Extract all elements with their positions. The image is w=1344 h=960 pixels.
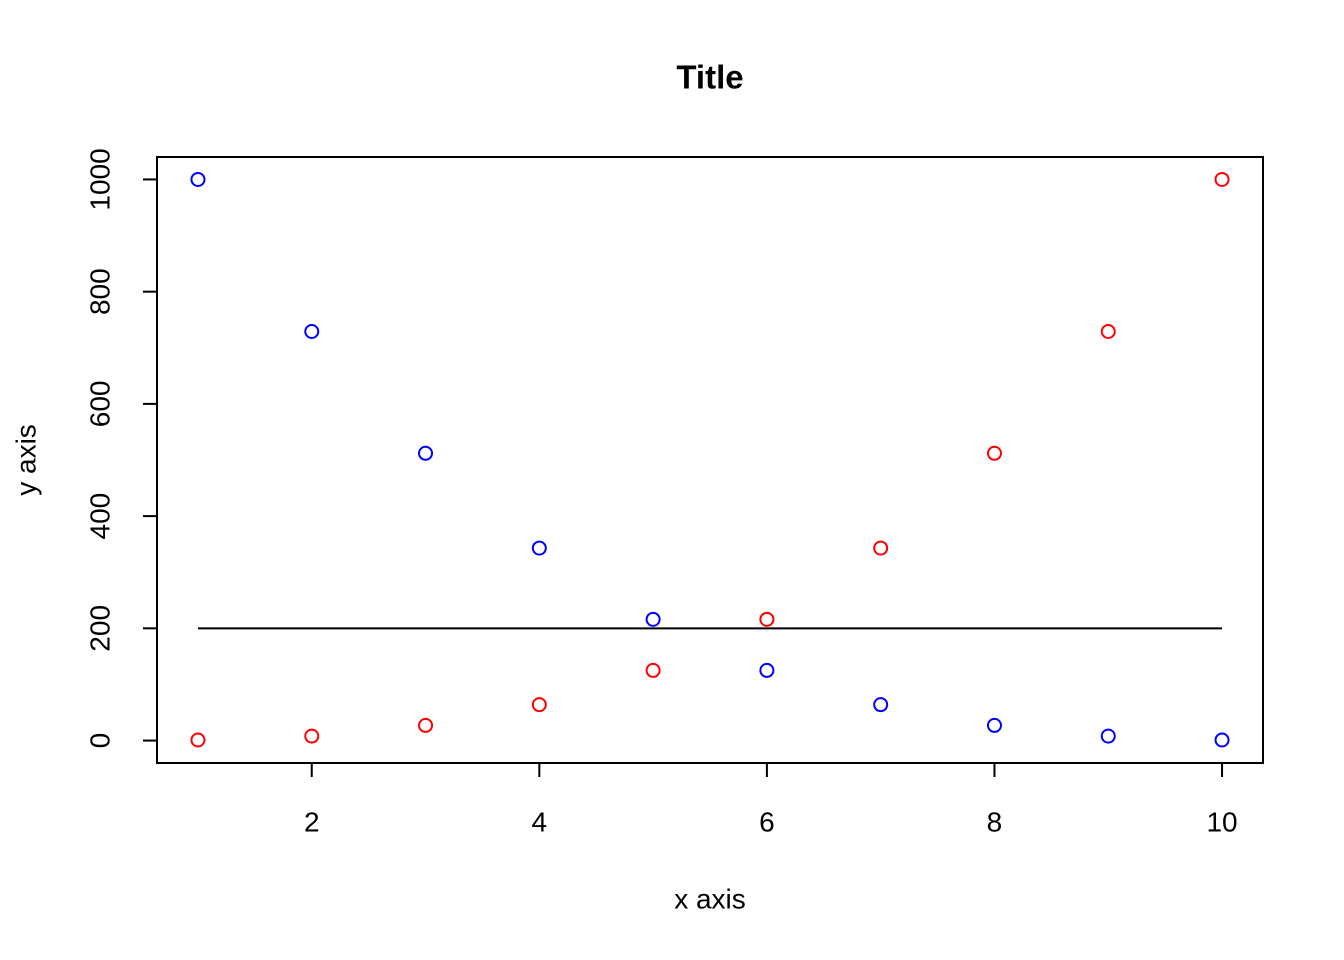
point xyxy=(645,611,661,627)
point xyxy=(418,717,434,733)
point xyxy=(531,697,547,713)
x-tick-label: 6 xyxy=(759,806,775,837)
x-tick-label: 4 xyxy=(532,806,548,837)
point xyxy=(873,697,889,713)
point xyxy=(304,728,320,744)
y-tick-label: 1000 xyxy=(84,148,115,210)
y-axis-title: y axis xyxy=(10,424,41,496)
point xyxy=(418,445,434,461)
plot-frame xyxy=(156,156,1264,764)
chart-title: Title xyxy=(676,59,743,96)
y-tick-label: 800 xyxy=(84,268,115,315)
point xyxy=(873,540,889,556)
y-tick-label: 400 xyxy=(84,493,115,540)
point xyxy=(759,662,775,678)
point xyxy=(190,171,206,187)
x-axis-title: x axis xyxy=(674,883,746,914)
point xyxy=(986,445,1002,461)
point xyxy=(1100,728,1116,744)
point xyxy=(190,732,206,748)
point xyxy=(1214,732,1230,748)
point xyxy=(759,611,775,627)
y-tick-label: 600 xyxy=(84,381,115,428)
y-tick-label: 0 xyxy=(84,733,115,749)
point xyxy=(645,662,661,678)
x-tick-label: 8 xyxy=(987,806,1003,837)
point xyxy=(304,324,320,340)
x-tick-label: 2 xyxy=(304,806,320,837)
x-tick-label: 10 xyxy=(1206,806,1237,837)
y-tick-label: 200 xyxy=(84,605,115,652)
point xyxy=(986,717,1002,733)
point xyxy=(1100,324,1116,340)
point xyxy=(1214,171,1230,187)
point xyxy=(531,540,547,556)
